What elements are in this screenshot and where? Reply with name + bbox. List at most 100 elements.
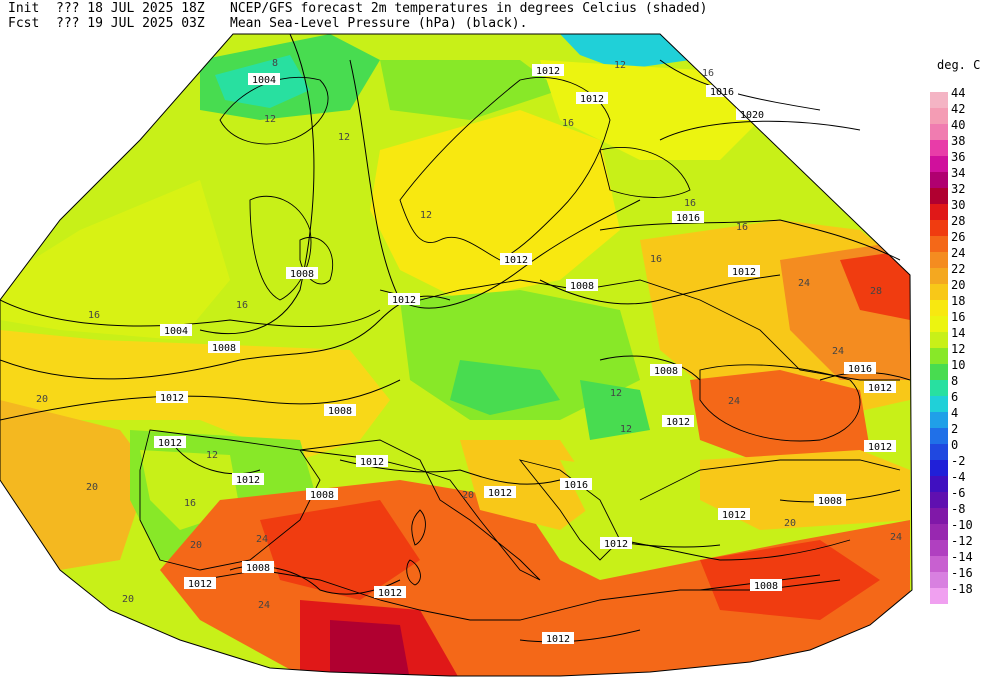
legend-level: 40	[930, 118, 1000, 140]
legend-label: 38	[951, 134, 966, 148]
legend-label: -6	[951, 486, 966, 500]
legend-swatch	[930, 428, 948, 444]
legend-swatch	[930, 284, 948, 300]
legend-swatch	[930, 188, 948, 204]
legend-level: 28	[930, 214, 1000, 236]
temp-label: 12	[614, 60, 626, 71]
temp-label: 20	[462, 490, 474, 501]
legend-level: 18	[930, 294, 1000, 316]
isobar-label: 1012	[156, 391, 188, 404]
legend-level: -10	[930, 518, 1000, 540]
isobar-label: 1008	[814, 494, 846, 507]
isobar-label: 1016	[844, 362, 876, 375]
legend-swatch	[930, 252, 948, 268]
legend-swatch	[930, 316, 948, 332]
svg-text:1008: 1008	[570, 281, 594, 292]
legend-level: 24	[930, 246, 1000, 268]
legend-swatch	[930, 300, 948, 316]
legend-swatch	[930, 108, 948, 124]
legend-level: 4	[930, 406, 1000, 428]
init-value: ??? 18 JUL 2025 18Z	[56, 1, 205, 16]
isobar-label: 1012	[576, 92, 608, 105]
color-legend: 44 42 40 38 36 34 32 30 28 26 24 22 20 18 16 14 12 10 8 6 4 2…	[930, 86, 1000, 604]
init-label: Init	[8, 1, 40, 16]
legend-label: 22	[951, 262, 966, 276]
temp-label: 16	[562, 118, 574, 129]
isobar-label: 1016	[672, 211, 704, 224]
svg-text:1012: 1012	[604, 539, 628, 550]
legend-label: 24	[951, 246, 966, 260]
temp-label: 24	[256, 534, 268, 545]
svg-text:1008: 1008	[212, 343, 236, 354]
legend-swatch	[930, 220, 948, 236]
svg-text:1012: 1012	[160, 393, 184, 404]
map-title-line1: NCEP/GFS forecast 2m temperatures in deg…	[230, 1, 708, 16]
fcst-label: Fcst	[8, 16, 40, 31]
temp-label: 12	[610, 388, 622, 399]
isobar-label: 1012	[718, 508, 750, 521]
isobar-label: 1016	[560, 478, 592, 491]
legend-label: 0	[951, 438, 959, 452]
legend-level: 10	[930, 358, 1000, 380]
svg-text:1012: 1012	[722, 510, 746, 521]
svg-text:1012: 1012	[666, 417, 690, 428]
isobar-label: 1008	[566, 279, 598, 292]
legend-level: 36	[930, 150, 1000, 172]
isobar-label: 1012	[184, 577, 216, 590]
legend-label: 26	[951, 230, 966, 244]
isobar-label: 1008	[324, 404, 356, 417]
isobar-label: 1012	[484, 486, 516, 499]
legend-swatch	[930, 92, 948, 108]
svg-text:1008: 1008	[754, 581, 778, 592]
svg-text:1008: 1008	[818, 496, 842, 507]
legend-swatch	[930, 124, 948, 140]
isobar-label: 1020	[736, 108, 768, 121]
svg-text:1004: 1004	[252, 75, 276, 86]
temp-label: 16	[650, 254, 662, 265]
temp-label: 20	[190, 540, 202, 551]
temp-label: 20	[122, 594, 134, 605]
temp-label: 12	[338, 132, 350, 143]
legend-swatch	[930, 572, 948, 588]
forecast-map: 1004 1008 1012 1008 1012 1012 1012 1012 …	[0, 33, 913, 677]
legend-label: 6	[951, 390, 959, 404]
legend-level: -8	[930, 502, 1000, 524]
svg-text:1016: 1016	[676, 213, 700, 224]
legend-label: -16	[951, 566, 973, 580]
map-title-line2: Mean Sea-Level Pressure (hPa) (black).	[230, 16, 528, 31]
temp-label: 12	[264, 114, 276, 125]
coastlines	[139, 76, 901, 621]
legend-swatch	[930, 588, 948, 604]
temp-label: 20	[36, 394, 48, 405]
legend-swatch	[930, 508, 948, 524]
legend-level: 44	[930, 86, 1000, 108]
svg-text:1016: 1016	[564, 480, 588, 491]
legend-label: -18	[951, 582, 973, 596]
temp-label: 24	[258, 600, 270, 611]
legend-label: 40	[951, 118, 966, 132]
legend-label: 28	[951, 214, 966, 228]
svg-text:1012: 1012	[868, 442, 892, 453]
legend-level: -14	[930, 550, 1000, 572]
temp-label: 12	[620, 424, 632, 435]
legend-level: 22	[930, 262, 1000, 284]
isobar-label: 1016	[706, 85, 738, 98]
legend-level: 26	[930, 230, 1000, 252]
legend-label: 32	[951, 182, 966, 196]
svg-text:1012: 1012	[236, 475, 260, 486]
legend-label: 20	[951, 278, 966, 292]
legend-swatch	[930, 172, 948, 188]
isobar-label: 1012	[728, 265, 760, 278]
legend-level: 0	[930, 438, 1000, 460]
legend-label: 30	[951, 198, 966, 212]
legend-swatch	[930, 364, 948, 380]
temperature-shading	[0, 34, 912, 676]
svg-text:1016: 1016	[710, 87, 734, 98]
temp-label: 16	[184, 498, 196, 509]
svg-text:1020: 1020	[740, 110, 764, 121]
isobar-label: 1012	[864, 440, 896, 453]
legend-swatch	[930, 236, 948, 252]
legend-swatch	[930, 460, 948, 476]
legend-label: 42	[951, 102, 966, 116]
legend-level: -2	[930, 454, 1000, 476]
